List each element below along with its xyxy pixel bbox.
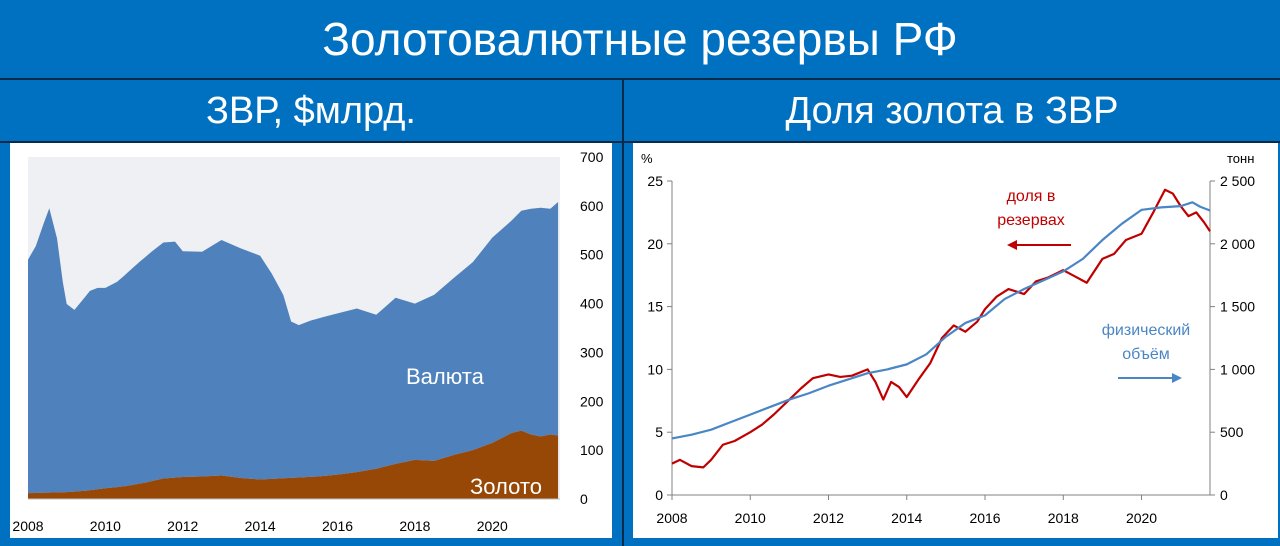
left-tick-label: 25 [647, 173, 663, 189]
gold-area [28, 430, 559, 499]
x-tick-label: 2014 [891, 510, 922, 526]
currency-area [28, 201, 559, 494]
x-tick-label: 2018 [1048, 510, 1079, 526]
left-tick-label: 15 [647, 299, 663, 315]
subheader-divider [0, 141, 1280, 143]
left-chart-title: ЗВР, $млрд. [205, 89, 416, 132]
x-tick-label: 2012 [813, 510, 844, 526]
right-tick-label: 500 [1220, 424, 1244, 440]
x-tick-label: 2016 [969, 510, 1000, 526]
y-tick-label: 700 [580, 149, 604, 165]
y-tick-label: 400 [580, 296, 604, 312]
x-tick-label: 2010 [90, 518, 121, 534]
gold-share-chart-panel: 0 5 10 15 20 25 0 500 1 000 1 500 2 000 2 500 2008 20… [633, 143, 1278, 538]
share-annotation-line1: доля в [1007, 188, 1056, 205]
right-tick-label: 2 500 [1220, 173, 1255, 189]
volume-annotation-line2: объём [1122, 346, 1169, 363]
x-tick-label: 2008 [656, 510, 687, 526]
x-tick-label: 2008 [12, 518, 43, 534]
x-tick-label: 2012 [167, 518, 198, 534]
reserves-chart-panel: 0 100 200 300 400 500 600 700 2008 2010 2012 2014 20… [10, 143, 612, 538]
header-divider [0, 78, 1280, 80]
volume-annotation-line1: физический [1102, 322, 1190, 339]
x-tick-label: 2010 [735, 510, 766, 526]
x-tick-label: 2020 [1126, 510, 1157, 526]
y-tick-label: 0 [580, 491, 588, 507]
right-tick-label: 0 [1220, 487, 1228, 503]
reserves-area-chart: 0 100 200 300 400 500 600 700 2008 2010 2012 2014 20… [12, 149, 604, 534]
right-chart-title: Доля золота в ЗВР [785, 89, 1119, 132]
x-tick-label: 2016 [322, 518, 353, 534]
volume-annotation-arrowhead [1172, 373, 1182, 383]
x-tick-label: 2014 [245, 518, 276, 534]
panel-divider [622, 80, 624, 546]
share-annotation-arrowhead [1007, 240, 1017, 250]
gold-volume-line [671, 201, 1211, 440]
y-tick-label: 500 [580, 247, 604, 263]
right-axis-unit: тонн [1227, 151, 1254, 166]
gold-area-label: Золото [470, 474, 542, 499]
left-axis-unit: % [641, 151, 653, 166]
gold-share-line-chart: 0 5 10 15 20 25 0 500 1 000 1 500 2 000 2 500 2008 20… [641, 151, 1255, 526]
x-tick-label: 2018 [399, 518, 430, 534]
left-tick-label: 20 [647, 236, 663, 252]
right-tick-label: 1 500 [1220, 299, 1255, 315]
y-tick-label: 600 [580, 198, 604, 214]
y-tick-label: 200 [580, 393, 604, 409]
right-tick-label: 2 000 [1220, 236, 1255, 252]
y-tick-label: 300 [580, 344, 604, 360]
left-tick-label: 0 [655, 487, 663, 503]
left-tick-label: 5 [655, 424, 663, 440]
share-annotation-line2: резервах [997, 212, 1065, 229]
right-tick-label: 1 000 [1220, 361, 1255, 377]
gold-share-line [671, 188, 1211, 469]
page-title: Золотовалютные резервы РФ [322, 13, 958, 65]
x-tick-label: 2020 [477, 518, 508, 534]
left-tick-label: 10 [647, 361, 663, 377]
currency-area-label: Валюта [406, 364, 485, 389]
y-tick-label: 100 [580, 442, 604, 458]
